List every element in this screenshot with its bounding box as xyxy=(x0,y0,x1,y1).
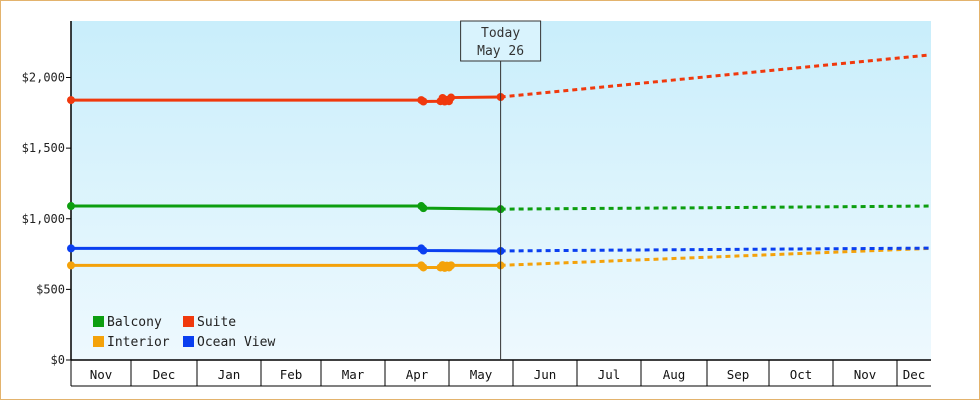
legend-swatch xyxy=(93,336,104,347)
legend-label: Ocean View xyxy=(197,335,275,350)
x-month-label: Sep xyxy=(727,367,750,382)
x-month-label: Jun xyxy=(534,367,557,382)
x-month-label: Dec xyxy=(903,367,926,382)
legend-label: Suite xyxy=(197,315,236,330)
data-point[interactable] xyxy=(419,204,428,213)
x-month-label: May xyxy=(470,367,493,382)
x-month-label: Oct xyxy=(790,367,813,382)
today-label: Today xyxy=(481,26,520,41)
y-tick-label: $2,000 xyxy=(22,71,65,85)
x-month-label: Feb xyxy=(280,367,303,382)
x-month-label: Dec xyxy=(153,367,176,382)
data-point[interactable] xyxy=(447,261,456,270)
x-month-label: Nov xyxy=(90,367,113,382)
forecast-line-balcony xyxy=(500,204,930,211)
data-point[interactable] xyxy=(67,202,75,211)
y-tick-label: $0 xyxy=(51,353,65,367)
forecast-line-ocean-view xyxy=(500,246,930,253)
y-tick-label: $1,000 xyxy=(22,212,65,226)
x-month-label: Nov xyxy=(854,367,877,382)
x-month-label: Jul xyxy=(598,367,621,382)
today-box xyxy=(460,20,542,62)
data-point[interactable] xyxy=(419,97,428,106)
data-point[interactable] xyxy=(67,261,75,270)
legend-swatch xyxy=(93,316,104,327)
data-point[interactable] xyxy=(419,263,428,272)
data-point[interactable] xyxy=(419,246,428,255)
data-point[interactable] xyxy=(67,96,75,105)
legend-label: Interior xyxy=(107,335,170,350)
x-month-label: Apr xyxy=(406,367,429,382)
legend-swatch xyxy=(183,316,194,327)
data-point[interactable] xyxy=(67,244,75,253)
legend-swatch xyxy=(183,336,194,347)
x-month-label: Mar xyxy=(342,367,365,382)
today-date-label: May 26 xyxy=(477,44,524,59)
x-month-label: Aug xyxy=(663,367,686,382)
y-tick-label: $1,500 xyxy=(22,141,65,155)
data-point[interactable] xyxy=(447,93,456,102)
legend-label: Balcony xyxy=(107,315,162,330)
y-tick-label: $500 xyxy=(36,282,65,296)
x-month-label: Jan xyxy=(218,367,241,382)
